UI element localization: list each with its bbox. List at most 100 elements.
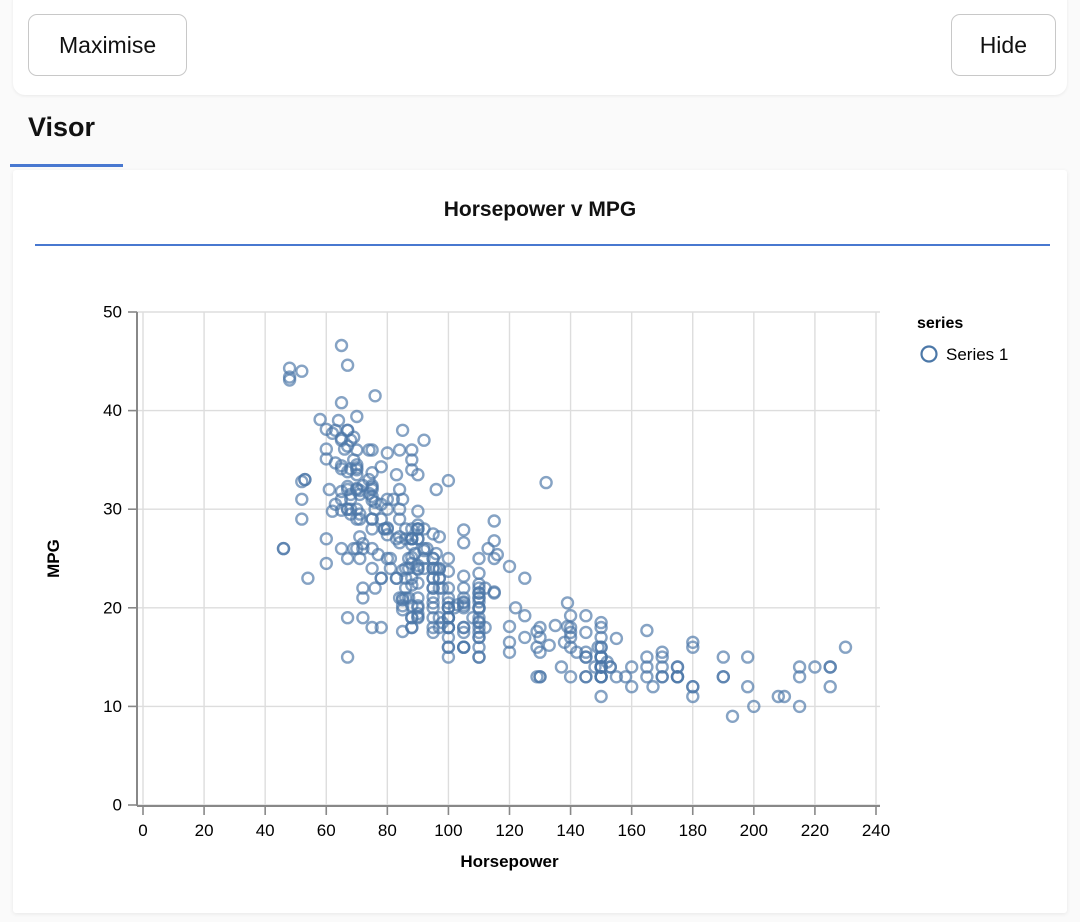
data-point (301, 571, 315, 585)
data-point (383, 561, 398, 576)
x-tick-label: 120 (495, 821, 523, 840)
data-point (325, 504, 340, 518)
active-tab-underline (10, 164, 123, 167)
data-point (399, 532, 413, 546)
data-point (334, 459, 349, 473)
data-point (792, 670, 807, 684)
x-tick-label: 180 (679, 821, 707, 840)
data-point (594, 689, 608, 704)
x-tick-label: 60 (317, 821, 336, 840)
data-point (334, 395, 349, 410)
data-point (411, 504, 425, 518)
data-point (441, 564, 456, 578)
data-point (625, 660, 639, 674)
data-point (374, 620, 388, 635)
data-point (328, 423, 343, 438)
data-point (426, 590, 440, 604)
data-point (365, 620, 379, 635)
data-point (295, 512, 309, 526)
x-tick-label: 20 (195, 821, 214, 840)
data-point (392, 530, 407, 544)
data-point (411, 610, 425, 624)
data-point (295, 474, 309, 489)
chart-title: Horsepower v MPG (443, 198, 637, 221)
data-point (563, 625, 578, 640)
data-point (487, 534, 501, 548)
data-point (380, 446, 394, 460)
data-point (570, 645, 584, 659)
data-point (557, 635, 572, 649)
data-point (472, 630, 486, 645)
data-point (838, 640, 853, 654)
data-point (334, 541, 349, 556)
data-point (362, 486, 376, 501)
y-tick-label: 30 (103, 500, 122, 519)
data-point (395, 624, 410, 639)
data-point (340, 482, 355, 497)
data-point (395, 599, 410, 613)
data-point (429, 482, 443, 497)
data-point (579, 670, 593, 684)
chart-legend: series Series 1 (917, 315, 1008, 364)
data-point (319, 442, 333, 456)
data-point (392, 512, 407, 526)
visor-tab-label[interactable]: Visor (28, 112, 96, 142)
surface-card: Horsepower v MPG 0 10 20 30 40 50 0 20 40 60 80 100… (13, 170, 1067, 913)
data-point (340, 611, 355, 625)
data-point (823, 660, 837, 674)
data-point (472, 602, 486, 616)
data-point (579, 609, 593, 623)
data-point (823, 680, 837, 694)
data-point (640, 670, 654, 684)
data-point (340, 358, 355, 372)
data-point (472, 614, 486, 629)
data-point (334, 338, 349, 353)
data-point (282, 361, 297, 375)
data-point (319, 532, 333, 546)
data-point (322, 482, 336, 497)
x-axis: 0 20 40 60 80 100 120 140 160 180 200 220 240 (137, 805, 890, 840)
data-point (368, 389, 382, 403)
x-tick-label: 140 (556, 821, 584, 840)
data-point (371, 547, 385, 562)
data-point (594, 615, 608, 630)
x-tick-label: 80 (378, 821, 397, 840)
data-point (356, 591, 370, 605)
data-point (640, 660, 654, 674)
data-point (365, 443, 379, 457)
data-point (686, 640, 700, 654)
data-point (334, 503, 349, 517)
data-point (426, 571, 440, 585)
x-tick-label: 160 (617, 821, 645, 840)
data-point (374, 460, 388, 474)
data-point (368, 581, 382, 595)
data-point (432, 562, 446, 576)
data-point (472, 551, 486, 566)
data-point (295, 492, 309, 507)
data-point (319, 556, 333, 571)
y-tick-label: 10 (103, 697, 122, 716)
data-point (686, 680, 700, 694)
data-point (646, 680, 660, 694)
data-point (350, 443, 364, 457)
x-tick-label: 100 (434, 821, 462, 840)
data-point (377, 522, 391, 536)
data-point (441, 473, 456, 488)
data-point (792, 699, 807, 714)
data-point (374, 571, 388, 585)
data-point (350, 463, 364, 477)
data-point (411, 576, 425, 590)
data-point (457, 523, 471, 537)
data-point (457, 599, 471, 613)
y-tick-label: 20 (103, 598, 122, 617)
y-tick-label: 0 (113, 796, 122, 815)
data-point (457, 620, 471, 635)
data-point (457, 536, 471, 550)
data-point (686, 635, 700, 649)
data-point (426, 596, 440, 610)
hide-button[interactable]: Hide (950, 14, 1056, 76)
data-point (747, 699, 761, 714)
data-point (716, 650, 730, 664)
maximise-button[interactable]: Maximise (28, 14, 188, 76)
data-point (725, 709, 740, 723)
